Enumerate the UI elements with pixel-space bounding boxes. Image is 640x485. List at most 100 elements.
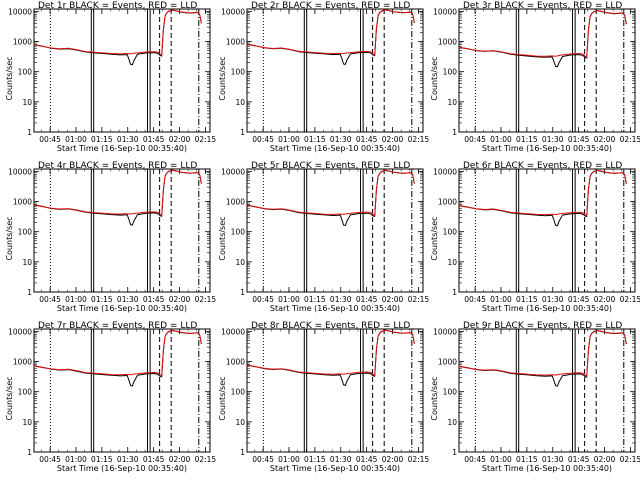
- y-axis-label: Counts/sec: [5, 56, 14, 100]
- y-tick-label: 10000: [433, 327, 457, 336]
- x-tick-label: 02:15: [620, 135, 640, 144]
- y-tick-label: 10000: [8, 327, 32, 336]
- plot-frame: [33, 8, 211, 133]
- x-tick-label: 01:15: [91, 135, 113, 144]
- events-series-line: [246, 169, 415, 226]
- events-series-line: [246, 329, 415, 386]
- lld-series-line: [246, 9, 415, 56]
- plot-frame: [33, 328, 211, 453]
- events-series-line: [246, 9, 415, 65]
- y-tick-label: 1000: [438, 198, 457, 207]
- x-tick-label: 01:45: [356, 135, 378, 144]
- x-axis-label: Start Time (16-Sep-10 00:35:40): [57, 464, 187, 473]
- x-axis-label: Start Time (16-Sep-10 00:35:40): [482, 304, 612, 313]
- plot-frame: [246, 8, 424, 133]
- x-tick-label: 01:15: [304, 135, 326, 144]
- panel-det-1: Det 1r BLACK = Events, RED = LLD 1 10 100 10…: [5, 1, 216, 153]
- panel-det-3: Det 3r BLACK = Events, RED = LLD 1 10 100 10…: [430, 1, 640, 153]
- x-tick-label: 00:45: [39, 295, 61, 304]
- panel-title: Det 2r BLACK = Events, RED = LLD: [251, 1, 410, 11]
- y-tick-label: 1000: [226, 38, 245, 47]
- x-tick-label: 01:45: [356, 295, 378, 304]
- x-tick-label: 02:15: [620, 295, 640, 304]
- panel-det-8: Det 8r BLACK = Events, RED = LLD 1 10 100 10…: [218, 321, 429, 473]
- y-tick-label: 10: [22, 98, 32, 107]
- x-tick-label: 02:15: [195, 455, 217, 464]
- panel-title: Det 5r BLACK = Events, RED = LLD: [251, 161, 410, 171]
- y-tick-label: 1: [452, 288, 457, 297]
- x-tick-label: 02:15: [195, 295, 217, 304]
- y-tick-label: 1000: [438, 38, 457, 47]
- x-axis-label: Start Time (16-Sep-10 00:35:40): [482, 464, 612, 473]
- lld-series-line: [246, 329, 415, 377]
- x-tick-label: 02:15: [408, 295, 430, 304]
- y-tick-label: 1: [452, 448, 457, 457]
- x-tick-label: 01:00: [490, 455, 512, 464]
- y-tick-label: 10000: [8, 167, 32, 176]
- y-tick-label: 1: [27, 288, 32, 297]
- x-tick-label: 02:15: [195, 135, 217, 144]
- plot-frame: [458, 168, 636, 293]
- x-tick-label: 00:45: [39, 455, 61, 464]
- panel-det-2: Det 2r BLACK = Events, RED = LLD 1 10 100 10…: [218, 1, 429, 153]
- events-series-line: [33, 9, 202, 66]
- y-tick-label: 1: [240, 288, 245, 297]
- y-tick-label: 10: [22, 258, 32, 267]
- x-tick-label: 01:30: [117, 455, 139, 464]
- plot-frame: [246, 168, 424, 293]
- y-tick-label: 1: [240, 448, 245, 457]
- y-tick-label: 1: [452, 128, 457, 137]
- y-tick-label: 1: [27, 128, 32, 137]
- y-axis-label: Counts/sec: [218, 56, 227, 100]
- y-axis-label: Counts/sec: [218, 216, 227, 260]
- lld-series-line: [33, 329, 202, 377]
- y-tick-label: 1000: [13, 198, 32, 207]
- x-tick-label: 01:30: [542, 135, 564, 144]
- x-tick-label: 01:00: [278, 455, 300, 464]
- x-axis-label: Start Time (16-Sep-10 00:35:40): [57, 144, 187, 153]
- y-tick-label: 1000: [438, 358, 457, 367]
- y-tick-label: 1000: [226, 358, 245, 367]
- events-series-line: [458, 169, 627, 227]
- y-tick-label: 10: [447, 258, 457, 267]
- x-tick-label: 01:00: [278, 135, 300, 144]
- x-tick-label: 02:00: [169, 455, 191, 464]
- lld-series-line: [33, 169, 202, 216]
- x-tick-label: 02:00: [169, 135, 191, 144]
- y-tick-label: 10: [235, 418, 245, 427]
- x-tick-label: 01:15: [516, 455, 538, 464]
- x-tick-label: 02:15: [408, 135, 430, 144]
- x-tick-label: 01:45: [568, 135, 590, 144]
- x-tick-label: 02:00: [382, 455, 404, 464]
- x-tick-label: 02:00: [594, 295, 616, 304]
- x-tick-label: 02:15: [620, 455, 640, 464]
- x-tick-label: 02:00: [382, 295, 404, 304]
- events-series-line: [458, 330, 627, 387]
- x-tick-label: 01:00: [490, 135, 512, 144]
- x-tick-label: 01:15: [304, 455, 326, 464]
- x-tick-label: 01:30: [542, 295, 564, 304]
- x-tick-label: 01:00: [490, 295, 512, 304]
- x-tick-label: 01:45: [143, 455, 165, 464]
- y-tick-label: 1000: [226, 198, 245, 207]
- x-tick-label: 01:30: [117, 135, 139, 144]
- x-axis-label: Start Time (16-Sep-10 00:35:40): [270, 464, 400, 473]
- panel-det-9: Det 9r BLACK = Events, RED = LLD 1 10 100 10…: [430, 321, 640, 473]
- y-tick-label: 100: [231, 228, 246, 237]
- x-tick-label: 01:30: [542, 455, 564, 464]
- x-tick-label: 01:15: [516, 295, 538, 304]
- x-tick-label: 01:15: [91, 295, 113, 304]
- lld-series-line: [458, 9, 627, 58]
- events-series-line: [33, 169, 202, 226]
- y-tick-label: 10: [447, 98, 457, 107]
- events-series-line: [458, 10, 627, 68]
- x-tick-label: 02:15: [408, 455, 430, 464]
- plot-frame: [458, 328, 636, 453]
- plot-frame: [33, 168, 211, 293]
- x-tick-label: 01:30: [330, 135, 352, 144]
- panel-det-4: Det 4r BLACK = Events, RED = LLD 1 10 100 10…: [5, 161, 216, 313]
- lld-series-line: [33, 9, 202, 56]
- x-tick-label: 01:45: [356, 455, 378, 464]
- x-tick-label: 00:45: [252, 295, 274, 304]
- panel-det-5: Det 5r BLACK = Events, RED = LLD 1 10 100 10…: [218, 161, 429, 313]
